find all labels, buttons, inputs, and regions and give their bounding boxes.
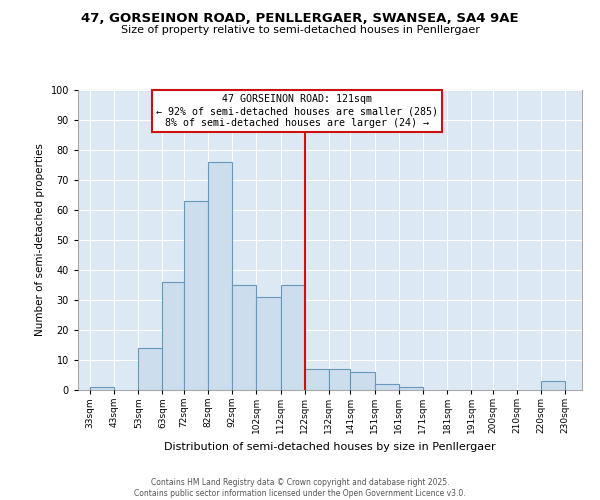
Text: 47 GORSEINON ROAD: 121sqm
← 92% of semi-detached houses are smaller (285)
8% of : 47 GORSEINON ROAD: 121sqm ← 92% of semi-… [156,94,438,128]
Bar [399,387,423,390]
Bar [281,285,305,390]
Bar [305,369,329,390]
Bar [350,372,374,390]
X-axis label: Distribution of semi-detached houses by size in Penllergaer: Distribution of semi-detached houses by … [164,442,496,452]
Y-axis label: Number of semi-detached properties: Number of semi-detached properties [35,144,45,336]
Bar [256,297,281,390]
Bar [208,162,232,390]
Text: 47, GORSEINON ROAD, PENLLERGAER, SWANSEA, SA4 9AE: 47, GORSEINON ROAD, PENLLERGAER, SWANSEA… [81,12,519,26]
Bar [90,387,114,390]
Bar [374,384,399,390]
Bar [184,201,208,390]
Bar [163,282,184,390]
Bar [232,285,256,390]
Text: Contains HM Land Registry data © Crown copyright and database right 2025.
Contai: Contains HM Land Registry data © Crown c… [134,478,466,498]
Bar [329,369,350,390]
Bar [138,348,163,390]
Text: Size of property relative to semi-detached houses in Penllergaer: Size of property relative to semi-detach… [121,25,479,35]
Bar [541,381,565,390]
